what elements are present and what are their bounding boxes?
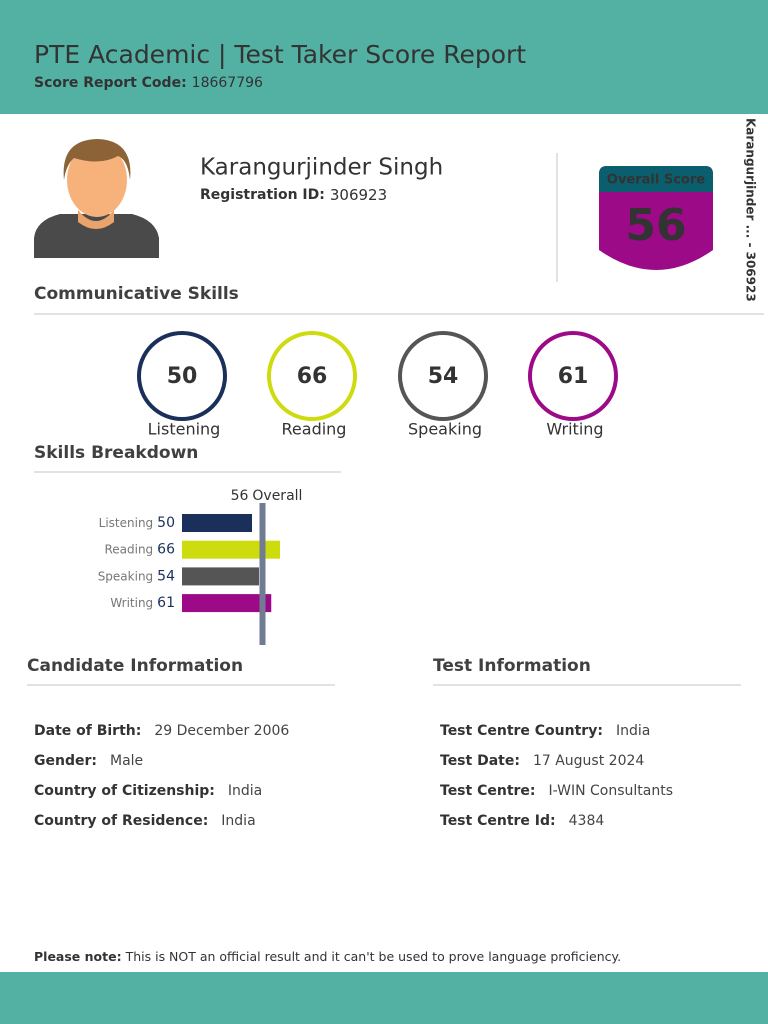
- skill-score: 50: [167, 364, 198, 389]
- info-value: India: [616, 723, 650, 739]
- report-title: PTE Academic | Test Taker Score Report: [34, 40, 526, 69]
- reg-label: Registration ID:: [200, 187, 325, 203]
- info-row: Test Date: 17 August 2024: [440, 753, 644, 769]
- skill-name: Listening: [148, 420, 221, 439]
- skill-score: 54: [428, 364, 459, 389]
- overall-marker-score: 56: [231, 488, 249, 504]
- info-row: Test Centre Id: 4384: [440, 813, 604, 829]
- info-label: Test Centre:: [440, 783, 536, 799]
- info-value: India: [221, 813, 255, 829]
- info-label: Country of Citizenship:: [34, 783, 215, 799]
- skill-score: 66: [297, 364, 328, 389]
- breakdown-label: Speaking 54: [98, 568, 175, 584]
- breakdown-bar: [182, 567, 259, 586]
- info-row: Test Centre Country: India: [440, 723, 650, 739]
- header-band: [0, 0, 768, 114]
- side-label: Karangurjinder ... - 306923: [744, 118, 758, 302]
- info-value: India: [228, 783, 262, 799]
- registration: Registration ID: 306923: [200, 186, 387, 204]
- breakdown-name: Speaking: [98, 569, 153, 583]
- info-value: 4384: [569, 813, 605, 829]
- section-title: Communicative Skills: [34, 284, 239, 304]
- report-code: Score Report Code: 18667796: [34, 75, 263, 91]
- breakdown-label: Writing 61: [110, 595, 175, 611]
- overall-score: 56: [625, 200, 686, 251]
- info-label: Country of Residence:: [34, 813, 208, 829]
- overall-line: [259, 503, 266, 645]
- section-title: Skills Breakdown: [34, 443, 198, 463]
- breakdown-bar: [182, 514, 252, 532]
- info-value: 29 December 2006: [154, 723, 289, 739]
- skill-name: Reading: [282, 420, 347, 439]
- skill-ring: [267, 331, 357, 421]
- footer-band: [0, 972, 768, 1024]
- info-row: Test Centre: I-WIN Consultants: [440, 783, 673, 799]
- overall-marker-label: 56 Overall: [231, 488, 303, 504]
- overall-badge: Overall Score 56: [599, 166, 713, 270]
- breakdown-score: 66: [157, 542, 175, 558]
- breakdown-bar: [182, 594, 272, 613]
- breakdown-score: 50: [157, 515, 175, 531]
- skill-name: Speaking: [408, 420, 482, 439]
- info-label: Test Centre Country:: [440, 723, 603, 739]
- breakdown-name: Reading: [104, 542, 153, 556]
- info-label: Date of Birth:: [34, 723, 141, 739]
- breakdown-bar: [182, 540, 280, 559]
- skill-score: 61: [558, 364, 589, 389]
- info-row: Country of Citizenship: India: [34, 783, 262, 799]
- info-row: Country of Residence: India: [34, 813, 256, 829]
- skill-ring: [528, 331, 618, 421]
- info-row: Gender: Male: [34, 753, 143, 769]
- note-label: Please note:: [34, 949, 122, 964]
- breakdown-score: 61: [157, 595, 175, 611]
- breakdown-score: 54: [157, 568, 175, 584]
- breakdown-name: Listening: [99, 516, 154, 530]
- breakdown-name: Writing: [110, 596, 153, 610]
- overall-marker-text: Overall: [252, 488, 302, 504]
- info-value: Male: [110, 753, 143, 769]
- code-label: Score Report Code:: [34, 75, 187, 91]
- info-row: Date of Birth: 29 December 2006: [34, 723, 289, 739]
- info-label: Gender:: [34, 753, 97, 769]
- skill-ring: [398, 331, 488, 421]
- reg-id: 306923: [330, 186, 387, 204]
- candidate-name: Karangurjinder Singh: [200, 155, 443, 181]
- section-title: Candidate Information: [27, 656, 243, 676]
- note: Please note: This is NOT an official resu…: [34, 949, 621, 964]
- avatar: [34, 139, 159, 258]
- note-text: This is NOT an official result and it ca…: [125, 949, 622, 964]
- skill-ring: [137, 331, 227, 421]
- breakdown-label: Listening 50: [99, 515, 175, 531]
- info-value: 17 August 2024: [533, 753, 644, 769]
- overall-label: Overall Score: [607, 173, 705, 188]
- section-title: Test Information: [433, 656, 591, 676]
- info-label: Test Centre Id:: [440, 813, 556, 829]
- info-label: Test Date:: [440, 753, 520, 769]
- skill-name: Writing: [546, 420, 603, 439]
- info-value: I-WIN Consultants: [549, 783, 674, 799]
- code-value: 18667796: [192, 75, 263, 91]
- breakdown-label: Reading 66: [104, 542, 175, 558]
